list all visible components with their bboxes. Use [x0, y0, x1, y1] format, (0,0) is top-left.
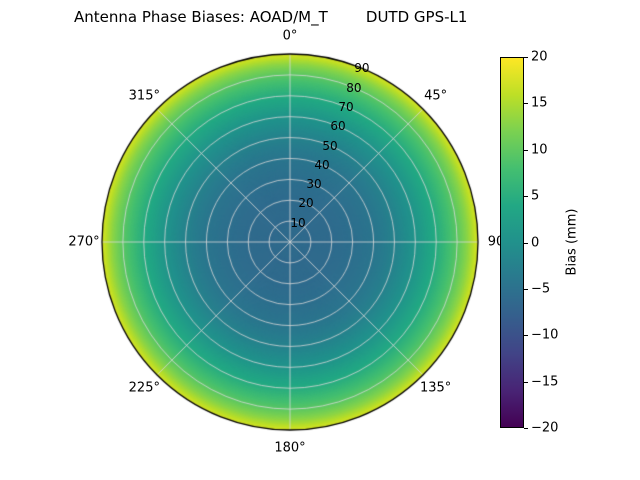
colorbar [500, 57, 524, 428]
chart-title: Antenna Phase Biases: AOAD/M_T DUTD GPS-… [74, 8, 468, 26]
colorbar-axis-label: Bias (mm) [564, 208, 580, 276]
